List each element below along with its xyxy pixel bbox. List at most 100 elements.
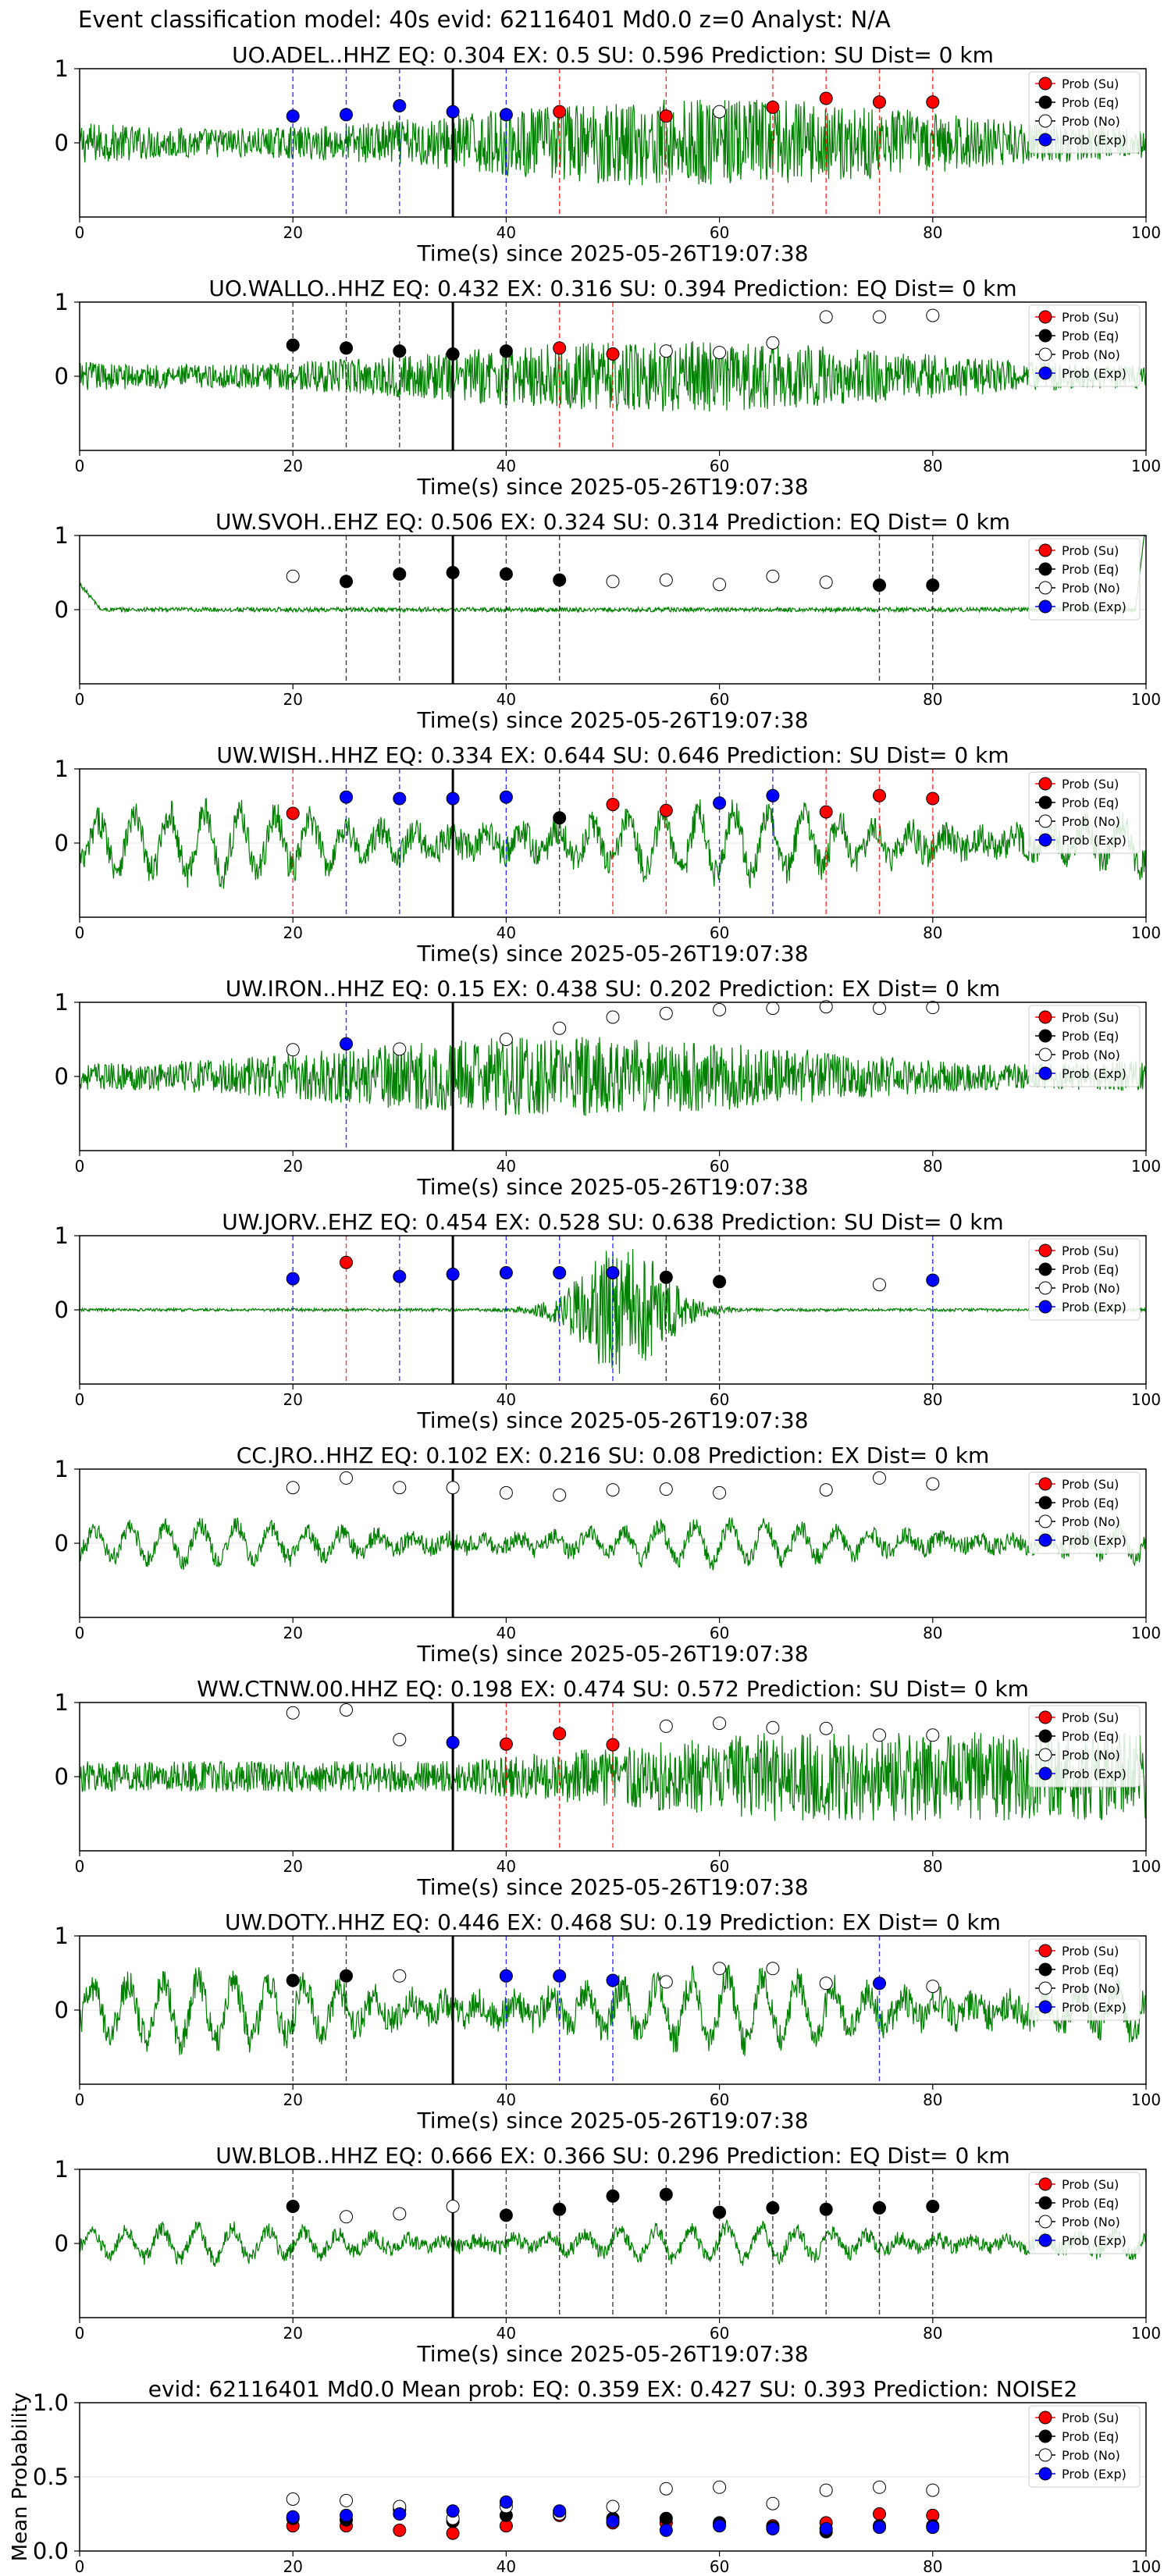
x-axis-label: Time(s) since 2025-05-26T19:07:38: [416, 2108, 808, 2133]
legend-box: [1028, 1705, 1141, 1788]
prob-marker: [340, 341, 353, 355]
y-tick-label: 1: [55, 2156, 69, 2183]
legend-marker: [1038, 1300, 1052, 1314]
x-tick-label: 60: [710, 1390, 729, 1409]
prob-marker: [873, 2201, 886, 2215]
legend-label: Prob (Su): [1062, 1010, 1119, 1025]
mean-prob-marker: [659, 2511, 673, 2525]
prob-marker: [553, 573, 567, 587]
prob-marker: [926, 1001, 940, 1015]
legend-label: Prob (Su): [1062, 76, 1119, 91]
legend-label: Prob (Eq): [1062, 1029, 1119, 1044]
x-tick-label: 40: [497, 1157, 516, 1176]
legend: Prob (Su) Prob (Eq) Prob (No) Prob (Exp): [1028, 1705, 1141, 1788]
panel-title: UW.IRON..HHZ EQ: 0.15 EX: 0.438 SU: 0.20…: [226, 976, 1000, 1002]
station-panel-6: CC.JRO..HHZ EQ: 0.102 EX: 0.216 SU: 0.08…: [55, 1443, 1162, 1667]
x-tick-label: 60: [710, 2324, 729, 2343]
prob-marker: [713, 578, 727, 592]
legend-label: Prob (Exp): [1062, 1767, 1127, 1781]
x-axis-label: Time(s) since 2025-05-26T19:07:38: [416, 474, 808, 500]
prob-marker: [659, 1270, 673, 1284]
mean-prob-marker: [926, 2521, 940, 2535]
legend-marker: [1038, 1944, 1052, 1958]
prob-marker: [446, 105, 460, 119]
prob-marker: [606, 1973, 620, 1987]
prob-marker: [446, 1735, 460, 1749]
legend-box: [1028, 1938, 1141, 2021]
prob-marker: [340, 1255, 353, 1269]
prob-marker: [340, 575, 353, 589]
prob-marker: [393, 567, 407, 581]
x-tick-label: 20: [283, 2324, 302, 2343]
y-axis-label: Mean Probability: [9, 2393, 32, 2562]
x-tick-label: 40: [497, 2090, 516, 2109]
prob-marker: [499, 108, 513, 122]
prob-marker: [393, 1733, 407, 1746]
station-panel-5: UW.JORV..EHZ EQ: 0.454 EX: 0.528 SU: 0.6…: [55, 1209, 1162, 1433]
x-axis-label: Time(s) since 2025-05-26T19:07:38: [416, 1641, 808, 1667]
legend-marker: [1038, 1066, 1052, 1080]
station-panel-9: UW.BLOB..HHZ EQ: 0.666 EX: 0.366 SU: 0.2…: [55, 2143, 1162, 2367]
prob-marker: [393, 792, 407, 806]
legend-label: Prob (Eq): [1062, 1729, 1119, 1744]
prob-marker: [713, 105, 727, 119]
prob-marker: [446, 347, 460, 361]
legend-marker: [1038, 329, 1052, 343]
y-tick-label: 0: [55, 363, 69, 390]
legend-box: [1028, 2405, 1141, 2488]
y-tick-label: 0.0: [33, 2538, 69, 2564]
legend-label: Prob (No): [1062, 1748, 1120, 1763]
panel-title: CC.JRO..HHZ EQ: 0.102 EX: 0.216 SU: 0.08…: [237, 1443, 990, 1468]
prob-marker: [499, 1737, 513, 1751]
legend-box: [1028, 71, 1141, 154]
prob-marker: [499, 567, 513, 581]
prob-marker: [340, 1037, 353, 1051]
prob-marker: [446, 1267, 460, 1281]
legend-marker: [1038, 1244, 1052, 1258]
x-tick-label: 100: [1131, 1390, 1161, 1409]
legend-marker: [1038, 114, 1052, 128]
mean-prob-marker: [713, 2480, 727, 2494]
y-tick-label: 0: [55, 2230, 69, 2257]
prob-marker: [819, 805, 833, 819]
prob-marker: [819, 310, 833, 324]
x-tick-label: 80: [923, 690, 942, 709]
legend-marker: [1038, 1533, 1052, 1547]
legend: Prob (Su) Prob (Eq) Prob (No) Prob (Exp): [1028, 1938, 1141, 2021]
prob-marker: [873, 1002, 886, 1016]
x-tick-label: 80: [923, 2557, 942, 2576]
legend-marker: [1038, 2467, 1052, 2481]
prob-marker: [553, 105, 567, 119]
legend-label: Prob (No): [1062, 1048, 1120, 1062]
legend-label: Prob (Su): [1062, 1710, 1119, 1725]
mean-prob-marker: [340, 2493, 353, 2507]
legend-label: Prob (Exp): [1062, 833, 1127, 848]
legend-marker: [1038, 1981, 1052, 1995]
y-tick-label: 1: [55, 55, 69, 82]
x-tick-label: 60: [710, 690, 729, 709]
prob-marker: [286, 1272, 300, 1286]
x-tick-label: 40: [497, 923, 516, 942]
prob-marker: [659, 803, 673, 817]
legend-marker: [1038, 76, 1052, 91]
prob-marker: [393, 99, 407, 112]
prob-marker: [393, 1269, 407, 1283]
x-tick-label: 80: [923, 2324, 942, 2343]
waveform: [79, 1964, 1147, 2056]
prob-marker: [873, 1976, 886, 1991]
station-panel-7: WW.CTNW.00.HHZ EQ: 0.198 EX: 0.474 SU: 0…: [55, 1676, 1162, 1900]
x-tick-label: 60: [710, 2557, 729, 2576]
legend-marker: [1038, 1729, 1052, 1743]
mean-prob-marker: [446, 2526, 460, 2540]
legend-marker: [1038, 133, 1052, 147]
prob-marker: [766, 2201, 780, 2215]
legend-label: Prob (Su): [1062, 310, 1119, 325]
x-tick-label: 20: [283, 690, 302, 709]
legend-label: Prob (Su): [1062, 2177, 1119, 2192]
prob-marker: [340, 790, 353, 804]
x-tick-label: 100: [1131, 1624, 1161, 1642]
y-tick-label: 0.5: [33, 2464, 69, 2490]
prob-marker: [393, 1042, 407, 1056]
legend-label: Prob (Exp): [1062, 600, 1127, 614]
prob-marker: [713, 1717, 727, 1731]
